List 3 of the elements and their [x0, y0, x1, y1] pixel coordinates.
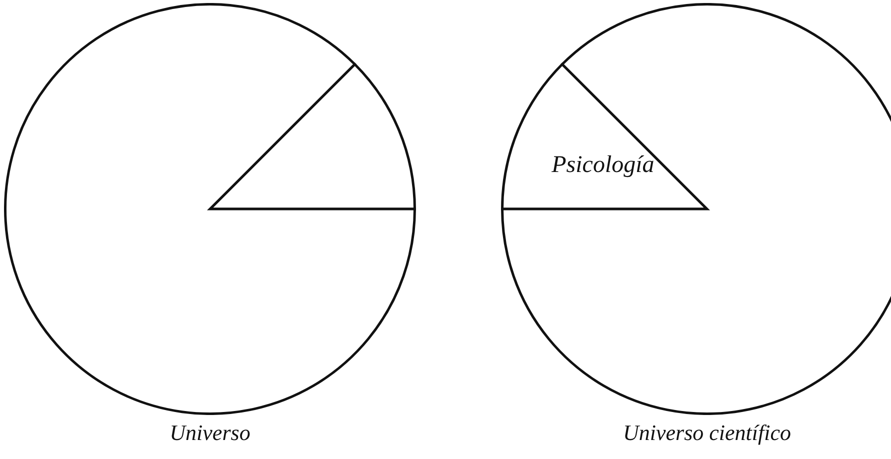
text: Universo científico — [622, 420, 792, 446]
slice-label: Psicología — [550, 152, 654, 178]
text: Universo — [168, 420, 252, 446]
